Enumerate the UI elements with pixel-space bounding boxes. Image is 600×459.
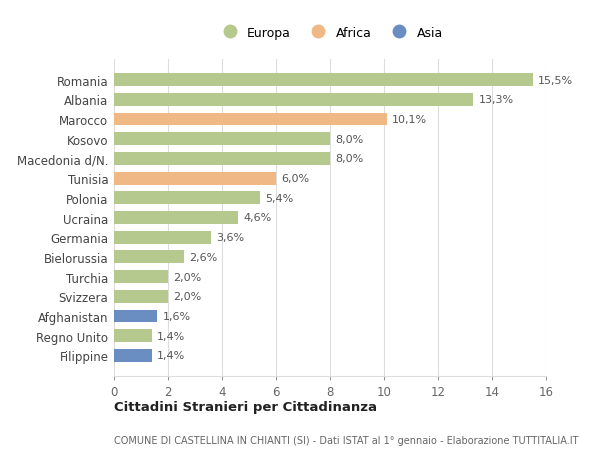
Text: 2,6%: 2,6% xyxy=(190,252,218,263)
Text: COMUNE DI CASTELLINA IN CHIANTI (SI) - Dati ISTAT al 1° gennaio - Elaborazione T: COMUNE DI CASTELLINA IN CHIANTI (SI) - D… xyxy=(114,435,578,445)
Text: 6,0%: 6,0% xyxy=(281,174,310,184)
Bar xyxy=(114,271,168,283)
Text: 13,3%: 13,3% xyxy=(479,95,514,105)
Bar xyxy=(114,113,387,126)
Bar xyxy=(114,349,152,362)
Bar xyxy=(114,94,473,106)
Bar xyxy=(114,133,330,146)
Bar xyxy=(114,74,533,87)
Text: 2,0%: 2,0% xyxy=(173,272,202,282)
Bar xyxy=(114,310,157,323)
Bar xyxy=(114,290,168,303)
Text: 15,5%: 15,5% xyxy=(538,75,573,85)
Text: 1,4%: 1,4% xyxy=(157,331,185,341)
Bar xyxy=(114,330,152,342)
Text: 8,0%: 8,0% xyxy=(335,154,364,164)
Text: 10,1%: 10,1% xyxy=(392,115,427,125)
Bar xyxy=(114,153,330,165)
Text: 2,0%: 2,0% xyxy=(173,291,202,302)
Text: 3,6%: 3,6% xyxy=(217,233,245,243)
Bar xyxy=(114,172,276,185)
Text: 5,4%: 5,4% xyxy=(265,193,293,203)
Bar xyxy=(114,231,211,244)
Text: Cittadini Stranieri per Cittadinanza: Cittadini Stranieri per Cittadinanza xyxy=(114,400,377,413)
Bar xyxy=(114,212,238,224)
Bar xyxy=(114,192,260,205)
Text: 1,4%: 1,4% xyxy=(157,351,185,361)
Legend: Europa, Africa, Asia: Europa, Africa, Asia xyxy=(212,22,448,45)
Text: 8,0%: 8,0% xyxy=(335,134,364,145)
Text: 1,6%: 1,6% xyxy=(163,311,191,321)
Text: 4,6%: 4,6% xyxy=(244,213,272,223)
Bar xyxy=(114,251,184,264)
